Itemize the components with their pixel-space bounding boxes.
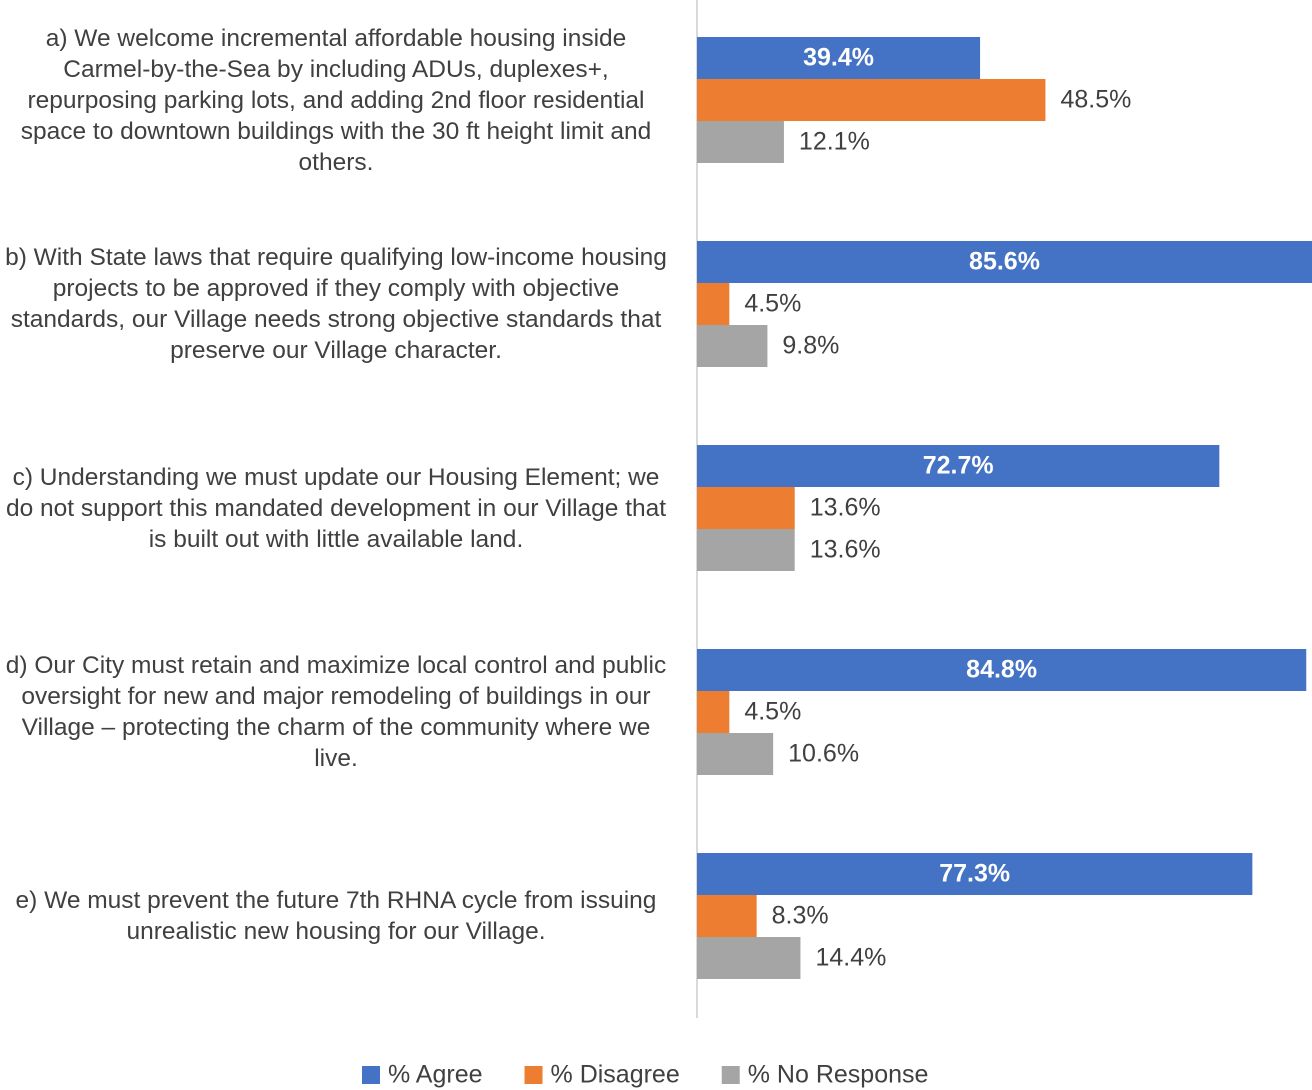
bar	[697, 733, 774, 775]
legend-label: % No Response	[748, 1061, 929, 1089]
category-label: e) We must prevent the future 7th RHNA c…	[15, 887, 657, 945]
bar	[697, 529, 795, 571]
value-label: 12.1%	[799, 128, 870, 156]
value-label: 77.3%	[939, 860, 1010, 888]
value-label: 85.6%	[969, 248, 1040, 276]
bar	[697, 691, 730, 733]
legend-label: % Disagree	[551, 1061, 680, 1089]
value-label: 14.4%	[815, 944, 886, 972]
bar	[697, 853, 1253, 895]
value-label: 39.4%	[803, 44, 874, 72]
legend-swatch	[524, 1066, 543, 1084]
value-label: 4.5%	[744, 698, 801, 726]
legend-swatch	[721, 1066, 740, 1084]
value-label: 48.5%	[1060, 86, 1131, 114]
category-label: b) With State laws that require qualifyi…	[5, 244, 667, 364]
bar	[697, 325, 768, 367]
bar	[697, 445, 1220, 487]
value-label: 8.3%	[772, 902, 829, 930]
bar	[697, 895, 757, 937]
category-label: d) Our City must retain and maximize loc…	[5, 652, 667, 772]
value-label: 4.5%	[744, 290, 801, 318]
legend-swatch	[362, 1066, 380, 1084]
bar	[697, 37, 981, 79]
value-label: 10.6%	[788, 740, 859, 768]
legend-label: % Agree	[388, 1061, 483, 1089]
bar	[697, 283, 730, 325]
value-label: 13.6%	[810, 494, 881, 522]
value-label: 13.6%	[810, 536, 881, 564]
value-label: 72.7%	[923, 452, 994, 480]
bar	[697, 937, 801, 979]
value-label: 9.8%	[782, 332, 839, 360]
bar	[697, 241, 1312, 283]
value-label: 84.8%	[966, 656, 1037, 684]
bar	[697, 121, 784, 163]
category-label: c) Understanding we must update our Hous…	[5, 463, 667, 553]
category-label: a) We welcome incremental affordable hou…	[20, 24, 652, 176]
bar	[697, 79, 1046, 121]
bar	[697, 649, 1307, 691]
bar	[697, 487, 795, 529]
